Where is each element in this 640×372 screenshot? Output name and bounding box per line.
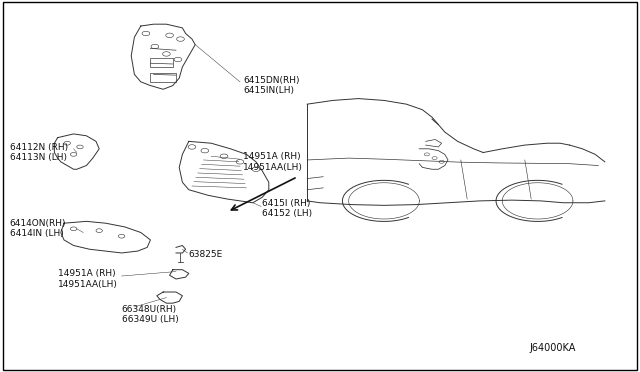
Text: 64112N (RH)
64113N (LH): 64112N (RH) 64113N (LH)	[10, 143, 68, 162]
Text: 6415DN(RH)
6415lN(LH): 6415DN(RH) 6415lN(LH)	[243, 76, 300, 95]
Text: 6414ON(RH)
6414lN (LH): 6414ON(RH) 6414lN (LH)	[10, 219, 66, 238]
Text: 63825E: 63825E	[189, 250, 223, 259]
Bar	[150, 73, 176, 82]
Text: 6415l (RH)
64152 (LH): 6415l (RH) 64152 (LH)	[262, 199, 312, 218]
Bar	[150, 58, 173, 67]
Text: J64000KA: J64000KA	[530, 343, 576, 353]
Text: 66348U(RH)
66349U (LH): 66348U(RH) 66349U (LH)	[122, 305, 179, 324]
Text: 14951A (RH)
14951AA(LH): 14951A (RH) 14951AA(LH)	[243, 152, 303, 171]
Text: 14951A (RH)
14951AA(LH): 14951A (RH) 14951AA(LH)	[58, 269, 118, 289]
